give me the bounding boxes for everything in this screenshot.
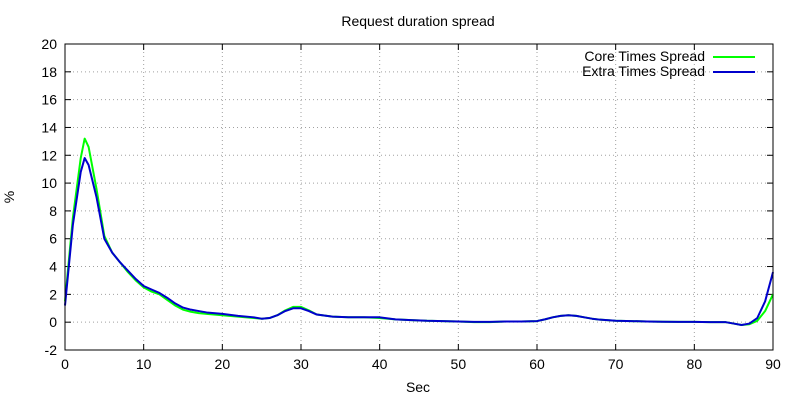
y-tick-label: 2: [49, 286, 57, 302]
x-tick-label: 90: [765, 356, 781, 372]
x-tick-label: 50: [451, 356, 467, 372]
y-axis-label: %: [1, 191, 17, 203]
plot-border: [64, 43, 774, 351]
y-tick-label: 12: [41, 147, 57, 163]
x-tick-label: 70: [608, 356, 624, 372]
series-lines: [64, 137, 774, 326]
x-tick-label: 20: [215, 356, 231, 372]
grid-lines: [65, 44, 773, 350]
series-line-extra: [64, 157, 774, 326]
y-tick-label: 14: [41, 119, 57, 135]
x-tick-labels: 0 10 20 30 40 50 60 70 80 90: [61, 356, 781, 372]
x-tick-label: 10: [136, 356, 152, 372]
x-axis-label: Sec: [406, 379, 430, 395]
x-tick-label: 30: [293, 356, 309, 372]
x-tick-label: 60: [529, 356, 545, 372]
y-tick-labels: -2 0 2 4 6 8 10 12 14 16 18 20: [41, 36, 57, 358]
y-tick-label: 16: [41, 92, 57, 108]
y-tick-label: 8: [49, 203, 57, 219]
legend: Core Times Spread Extra Times Spread: [582, 48, 755, 79]
x-tick-label: 80: [687, 356, 703, 372]
y-tick-label: 4: [49, 259, 57, 275]
x-tick-label: 0: [61, 356, 69, 372]
y-tick-label: -2: [45, 342, 58, 358]
y-tick-label: 0: [49, 314, 57, 330]
legend-label-extra: Extra Times Spread: [582, 63, 705, 79]
y-tick-label: 10: [41, 175, 57, 191]
y-tick-label: 20: [41, 36, 57, 52]
chart-title: Request duration spread: [341, 13, 494, 29]
y-tick-label: 18: [41, 64, 57, 80]
y-tick-label: 6: [49, 231, 57, 247]
legend-label-core: Core Times Spread: [584, 48, 705, 64]
x-tick-label: 40: [372, 356, 388, 372]
